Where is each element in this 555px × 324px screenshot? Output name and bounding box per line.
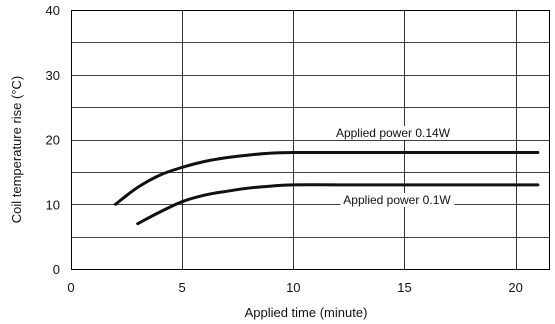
- x-tick-label: 5: [179, 280, 186, 295]
- plot-border: [71, 10, 550, 270]
- series-line-2: [136, 183, 540, 226]
- series-layer: [113, 150, 540, 226]
- x-tick-label: 10: [286, 280, 300, 295]
- y-tick-label: 40: [46, 3, 60, 18]
- x-axis-label: Applied time (minute): [245, 305, 368, 320]
- y-axis-label: Coil temperature rise (°C): [9, 76, 24, 224]
- y-tick-label: 10: [46, 197, 60, 212]
- x-tick-label: 0: [67, 280, 74, 295]
- annotation-label: Applied power 0.14W: [336, 126, 451, 140]
- y-tick-label: 0: [53, 262, 60, 277]
- grid-layer: [71, 10, 549, 270]
- annotation-label: Applied power 0.1W: [343, 193, 451, 207]
- annotation-background: [340, 193, 455, 207]
- annotation-layer: Applied power 0.14W Applied power 0.1W: [332, 126, 455, 207]
- series-line-1: [113, 150, 540, 206]
- series-annotation-1: Applied power 0.14W: [332, 126, 454, 140]
- x-tick-label: 15: [397, 280, 411, 295]
- y-tick-label: 20: [46, 133, 60, 148]
- axis-layer: 0 10 20 30 40 0 5 10 15 20 Applied time (minute) Co…: [9, 3, 550, 320]
- y-tick-label: 30: [46, 68, 60, 83]
- x-tick-label: 20: [508, 280, 522, 295]
- annotation-background: [332, 126, 454, 140]
- series-annotation-2: Applied power 0.1W: [340, 193, 455, 207]
